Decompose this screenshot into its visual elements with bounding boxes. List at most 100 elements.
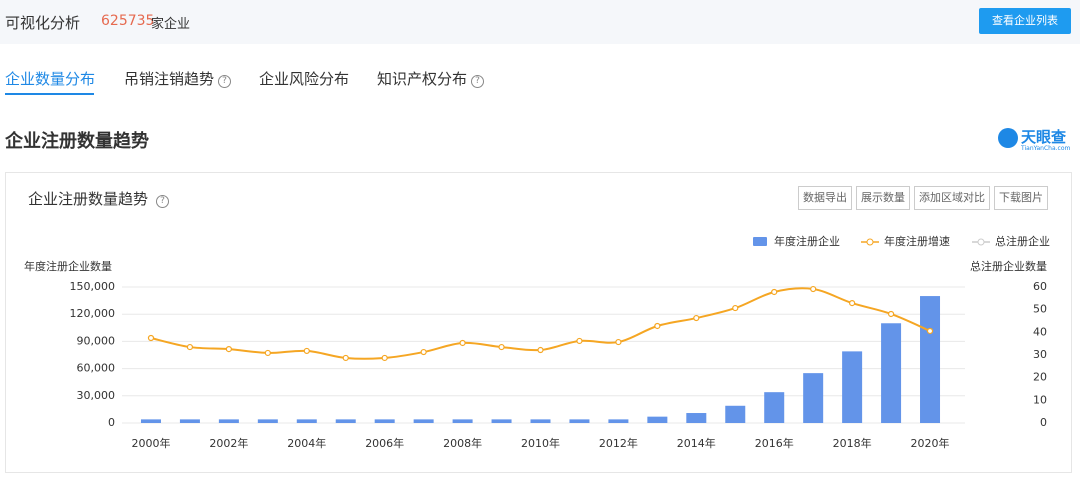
header-title: 可视化分析: [5, 14, 81, 32]
card: [5, 172, 1072, 473]
x-tick-label: 2014年: [677, 436, 716, 450]
line-point: [926, 327, 934, 335]
x-tick-label: 2006年: [365, 436, 404, 450]
info-icon: ?: [218, 75, 232, 88]
line-point: [693, 314, 700, 322]
bar: [686, 413, 707, 423]
x-tick-label: 2000年: [131, 436, 170, 450]
bar: [569, 419, 590, 423]
header-bar: [0, 0, 1080, 44]
line-point: [381, 354, 388, 362]
tab[interactable]: 企业数量分布: [5, 70, 96, 88]
tab-label: 吊销注销趋势: [124, 70, 215, 88]
y-tick-label: 60,000: [77, 362, 116, 375]
bar: [218, 419, 239, 423]
logo-url: TianYanCha.com: [1021, 145, 1071, 152]
x-tick-label: 2008年: [443, 436, 482, 450]
bar: [179, 419, 200, 423]
bar: [296, 419, 317, 423]
line-point: [887, 310, 895, 318]
x-tick-label: 2002年: [209, 436, 248, 450]
bar: [530, 419, 551, 423]
bar: [257, 419, 278, 423]
y2-tick-label: 0: [1040, 416, 1047, 429]
line-point: [459, 339, 466, 347]
x-tick-label: 2018年: [833, 436, 872, 450]
y2-axis-label: 总注册企业数量: [970, 259, 1047, 273]
legend-label: 总注册企业: [995, 234, 1050, 248]
info-icon: ?: [156, 195, 170, 208]
bar: [413, 419, 434, 423]
y2-tick-label: 30: [1033, 348, 1047, 361]
bar: [335, 419, 356, 423]
line-point: [225, 346, 232, 353]
legend-swatch: [977, 238, 985, 246]
card-title-text: 企业注册数量趋势: [28, 190, 149, 208]
line-point: [615, 338, 622, 346]
info-icon: ?: [471, 75, 485, 88]
count-suffix: 家企业: [151, 17, 191, 32]
bar: [491, 419, 512, 423]
card-button[interactable]: 数据导出: [798, 186, 852, 210]
x-tick-label: 2010年: [521, 436, 560, 450]
list-button[interactable]: 查看企业列表: [979, 8, 1071, 34]
y2-tick-label: 20: [1033, 371, 1047, 384]
y2-tick-label: 10: [1033, 393, 1047, 406]
y-tick-label: 150,000: [70, 280, 116, 293]
bar: [803, 373, 824, 423]
tab[interactable]: 企业风险分布: [259, 70, 350, 88]
legend-label: 年度注册增速: [884, 234, 950, 248]
x-tick-label: 2016年: [755, 436, 794, 450]
logo-name: 天眼查: [1021, 128, 1067, 146]
line-point: [849, 299, 856, 307]
legend-swatch: [866, 238, 874, 246]
tab[interactable]: 吊销注销趋势?: [124, 68, 232, 89]
card-button[interactable]: 添加区域对比: [914, 186, 990, 210]
line-point: [186, 343, 194, 351]
y-tick-label: 90,000: [77, 334, 116, 347]
bar: [647, 416, 668, 423]
y-axis-label: 年度注册企业数量: [24, 259, 112, 273]
tab-underline: [5, 93, 94, 95]
line-point: [771, 288, 778, 296]
x-tick-label: 2012年: [599, 436, 638, 450]
bar: [140, 419, 161, 423]
y2-tick-label: 60: [1033, 280, 1047, 293]
tab-label: 知识产权分布: [377, 70, 468, 88]
line-point: [498, 343, 505, 351]
line-point: [654, 322, 661, 330]
card-button[interactable]: 下载图片: [994, 186, 1048, 210]
y2-tick-label: 40: [1033, 325, 1047, 338]
card-title: 企业注册数量趋势?: [28, 188, 170, 209]
line-point: [420, 348, 427, 356]
line-point: [147, 334, 155, 342]
bar: [725, 405, 746, 423]
bar: [920, 296, 941, 423]
legend-swatch: [753, 237, 767, 246]
x-tick-label: 2004年: [287, 436, 326, 450]
bar: [842, 351, 863, 423]
logo-icon: [998, 128, 1018, 148]
line-point: [810, 285, 817, 293]
y-tick-label: 30,000: [77, 389, 116, 402]
tab[interactable]: 知识产权分布?: [377, 68, 485, 89]
line-point: [576, 337, 583, 345]
bar: [764, 392, 785, 423]
company-count: 625735: [101, 13, 155, 29]
y2-tick-label: 50: [1033, 303, 1047, 316]
line-point: [732, 304, 739, 312]
bar: [452, 419, 473, 423]
section-title: 企业注册数量趋势: [5, 131, 149, 152]
legend-label: 年度注册企业: [774, 234, 840, 248]
x-tick-label: 2020年: [911, 436, 950, 450]
card-button[interactable]: 展示数量: [856, 186, 910, 210]
bar: [374, 419, 395, 423]
line-point: [264, 349, 271, 357]
y-tick-label: 120,000: [70, 307, 116, 320]
line-point: [342, 354, 349, 362]
bar: [608, 419, 629, 423]
y-tick-label: 0: [108, 416, 115, 429]
line-point: [303, 347, 310, 355]
